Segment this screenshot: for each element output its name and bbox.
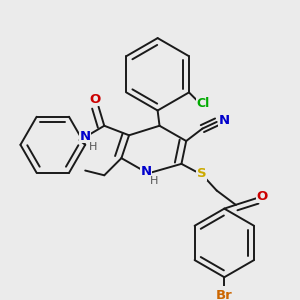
- Text: H: H: [150, 176, 158, 186]
- Text: O: O: [89, 93, 100, 106]
- Text: N: N: [80, 130, 91, 143]
- Text: S: S: [196, 167, 206, 180]
- Text: Br: Br: [216, 289, 233, 300]
- Text: Cl: Cl: [196, 97, 210, 110]
- Text: N: N: [219, 113, 230, 127]
- Text: H: H: [89, 142, 97, 152]
- Text: O: O: [257, 190, 268, 203]
- Text: N: N: [141, 165, 152, 178]
